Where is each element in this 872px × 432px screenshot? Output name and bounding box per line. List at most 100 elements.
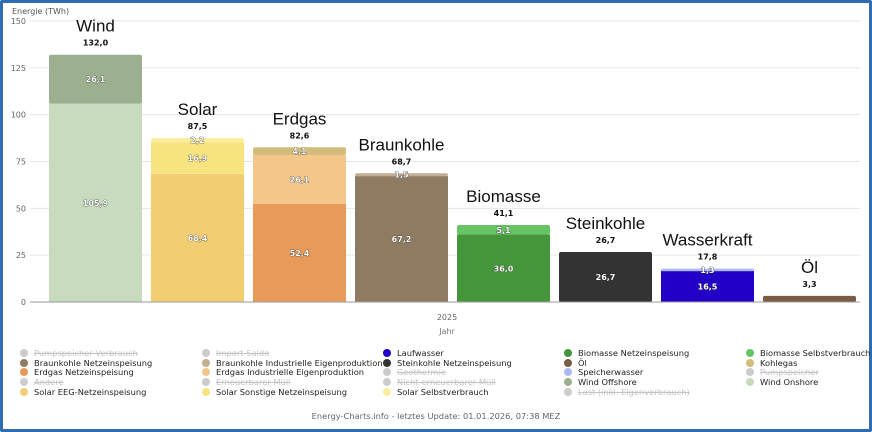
legend-item[interactable]: Andere	[20, 377, 64, 387]
legend-dot-icon	[202, 378, 210, 387]
legend-item[interactable]: Pumpspeicher	[746, 367, 819, 377]
bar-segment	[355, 176, 448, 302]
stacked-bar-chart: Energie (TWh) 0 25 50 75 100 125 150 105,9 26,1 13…	[11, 7, 860, 336]
legend-item[interactable]: Solar EEG-Netzeinspeisung	[20, 387, 146, 397]
bar-segment	[559, 251, 652, 302]
legend-item[interactable]: Import Saldo	[202, 348, 269, 358]
bar-segment	[49, 103, 142, 302]
legend-item[interactable]: Braunkohle Industrielle Eigenproduktion	[202, 358, 383, 368]
segment-data-label: 105,9	[83, 199, 109, 208]
legend-dot-icon	[383, 368, 391, 377]
category-label: Wasserkraft	[662, 231, 752, 250]
legend-dot-icon	[746, 358, 754, 367]
legend-item[interactable]: Öl	[564, 358, 587, 368]
legend-label: Kohlegas	[760, 357, 798, 368]
legend-label: Biomasse Selbstverbrauch	[760, 348, 871, 358]
legend-dot-icon	[564, 368, 572, 377]
y-tick-label: 25	[16, 251, 26, 260]
category-label: Steinkohle	[566, 214, 645, 233]
y-tick-label: 50	[16, 204, 26, 213]
category-label: Braunkohle	[358, 135, 444, 154]
legend-label: Wind Offshore	[578, 377, 637, 388]
bar-segment	[253, 203, 346, 302]
total-data-label: 3,3	[802, 280, 816, 289]
legend-label: Öl	[578, 357, 587, 368]
legend-item[interactable]: Braunkohle Netzeinspeisung	[20, 358, 152, 368]
total-data-label: 17,8	[698, 253, 718, 262]
legend-label: Braunkohle Industrielle Eigenproduktion	[216, 357, 383, 368]
legend-item[interactable]: Solar Selbstverbrauch	[383, 387, 489, 397]
x-tick-label: 2025	[437, 313, 457, 322]
legend-label: Speicherwasser	[578, 367, 644, 378]
bar-segment	[151, 173, 244, 302]
y-tick-label: 125	[11, 64, 26, 73]
bar-segment	[355, 173, 448, 177]
legend-dot-icon	[564, 378, 572, 387]
legend-label: Biomasse Netzeinspeisung	[578, 348, 690, 358]
legend-item[interactable]: Biomasse Netzeinspeisung	[564, 348, 689, 358]
legend-label: Erdgas Industrielle Eigenproduktion	[216, 367, 365, 378]
legend-dot-icon	[202, 358, 210, 367]
legend-label: Erneuerbarer Müll	[216, 377, 291, 388]
legend-item[interactable]: Wind Onshore	[746, 377, 818, 387]
legend-label: Geothermie	[397, 367, 446, 378]
bar-segment	[49, 54, 142, 104]
legend-item[interactable]: Geothermie	[383, 367, 446, 377]
category-label: Erdgas	[273, 109, 327, 128]
legend-item[interactable]: Kohlegas	[746, 358, 797, 368]
y-tick-label: 0	[21, 298, 26, 307]
total-data-label: 132,0	[83, 39, 109, 48]
legend-item[interactable]: Solar Sonstige Netzeinspeisung	[202, 387, 347, 397]
total-data-label: 87,5	[188, 122, 208, 131]
legend-item[interactable]: Nicht-erneuerbarer Müll	[383, 377, 496, 387]
legend-dot-icon	[383, 378, 391, 387]
total-data-label: 82,6	[290, 131, 310, 140]
legend-dot-icon	[20, 387, 28, 396]
legend-item[interactable]: Biomasse Selbstverbrauch	[746, 348, 870, 358]
legend-item[interactable]: Erdgas Industrielle Eigenproduktion	[202, 367, 364, 377]
legend-label: Steinkohle Netzeinspeisung	[397, 357, 512, 368]
y-tick-label: 75	[16, 158, 26, 167]
segment-data-label: 16,5	[698, 283, 718, 292]
x-axis-title: Jahr	[438, 327, 455, 336]
legend-label: Pumpspeicher	[760, 367, 819, 378]
legend-label: Andere	[34, 377, 64, 388]
bar-segment	[151, 142, 244, 174]
legend-label: Pumpspeicher Verbrauch	[34, 348, 138, 358]
legend-item[interactable]: Steinkohle Netzeinspeisung	[383, 358, 512, 368]
legend-dot-icon	[20, 368, 28, 377]
bar-segment	[457, 225, 550, 235]
legend-item[interactable]: Pumpspeicher Verbrauch	[20, 348, 138, 358]
segment-data-label: 26,1	[86, 75, 106, 84]
segment-data-label: 36,0	[494, 264, 514, 273]
legend-item[interactable]: Speicherwasser	[564, 367, 643, 377]
legend-dot-icon	[564, 387, 572, 396]
legend-label: Import Saldo	[216, 348, 270, 358]
y-tick-label: 150	[11, 17, 26, 26]
category-label: Solar	[178, 100, 218, 119]
legend-item[interactable]: Erdgas Netzeinspeisung	[20, 367, 134, 377]
legend-dot-icon	[564, 358, 572, 367]
legend-dot-icon	[20, 378, 28, 387]
legend-dot-icon	[20, 349, 28, 357]
total-data-label: 26,7	[596, 236, 616, 245]
segment-data-label: 1,3	[700, 266, 714, 275]
legend-item[interactable]: Wind Offshore	[564, 377, 637, 387]
legend-item[interactable]: Erneuerbarer Müll	[202, 377, 290, 387]
legend-dot-icon	[383, 358, 391, 367]
segment-data-label: 1,5	[394, 171, 409, 180]
segment-data-label: 68,4	[188, 234, 208, 243]
segment-data-label: 26,1	[290, 175, 310, 184]
bar-segment	[763, 295, 856, 302]
legend-item[interactable]: Last (inkl. Eigenverbrauch)	[564, 387, 690, 397]
legend-label: Last (inkl. Eigenverbrauch)	[578, 386, 690, 397]
legend-dot-icon	[564, 349, 572, 357]
y-axis-title: Energie (TWh)	[12, 7, 69, 16]
legend-dot-icon	[746, 378, 754, 387]
legend-dot-icon	[383, 387, 391, 396]
legend-label: Braunkohle Netzeinspeisung	[34, 357, 153, 368]
legend-dot-icon	[746, 368, 754, 377]
footer-credit: Energy-Charts.info - letztes Update: 01.…	[311, 411, 561, 421]
legend-item[interactable]: Laufwasser	[383, 348, 444, 358]
